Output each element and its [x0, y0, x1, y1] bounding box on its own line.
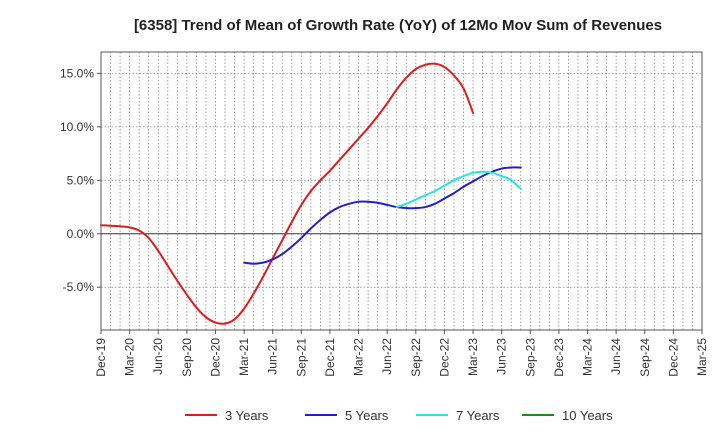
x-tick-label: Sep-23 — [523, 338, 537, 377]
plot-series — [100, 62, 522, 325]
legend-label-3-years: 3 Years — [225, 408, 269, 423]
series-line-5-years — [243, 166, 522, 265]
grid — [101, 52, 702, 330]
x-tick-label: Mar-24 — [581, 338, 595, 376]
x-tick-label: Dec-22 — [437, 338, 451, 377]
series-line-7-years — [395, 170, 522, 209]
y-tick-label: 15.0% — [60, 66, 94, 80]
x-tick-label: Jun-22 — [380, 338, 394, 375]
x-tick-label: Sep-22 — [409, 338, 423, 377]
x-tick-label: Dec-23 — [552, 338, 566, 377]
x-tick-label: Sep-21 — [294, 338, 308, 377]
x-tick-label: Jun-20 — [151, 338, 165, 375]
legend: 3 Years 5 Years 7 Years 10 Years — [185, 408, 613, 423]
x-tick-label: Mar-22 — [352, 338, 366, 376]
legend-label-10-years: 10 Years — [562, 408, 613, 423]
x-tick-label: Jun-23 — [495, 338, 509, 375]
x-tick-label: Sep-20 — [180, 338, 194, 377]
x-tick-label: Mar-20 — [123, 338, 137, 376]
x-tick-label: Mar-23 — [466, 338, 480, 376]
x-tick-label: Mar-21 — [237, 338, 251, 376]
legend-label-7-years: 7 Years — [456, 408, 500, 423]
x-tick-label: Jun-24 — [609, 338, 623, 375]
y-tick-label: 10.0% — [60, 120, 94, 134]
x-tick-label: Dec-21 — [323, 338, 337, 377]
series-line-3-years — [100, 62, 475, 325]
y-tick-label: 5.0% — [67, 173, 95, 187]
y-tick-label: 0.0% — [67, 227, 95, 241]
y-axis: -5.0% 0.0% 5.0% 10.0% 15.0% — [60, 66, 101, 294]
x-tick-label: Dec-20 — [208, 338, 222, 377]
x-tick-label: Sep-24 — [638, 338, 652, 377]
legend-label-5-years: 5 Years — [345, 408, 389, 423]
plot-frame — [100, 51, 703, 331]
x-tick-label: Dec-19 — [94, 338, 108, 377]
chart-title: [6358] Trend of Mean of Growth Rate (YoY… — [134, 17, 662, 34]
x-tick-label: Jun-21 — [266, 338, 280, 375]
x-tick-label: Mar-25 — [695, 338, 709, 376]
y-tick-label: -5.0% — [63, 280, 95, 294]
x-axis: Dec-19 Mar-20 Jun-20 Sep-20 Dec-20 Mar-21 Jun-… — [94, 330, 709, 377]
x-tick-label: Dec-24 — [666, 338, 680, 377]
